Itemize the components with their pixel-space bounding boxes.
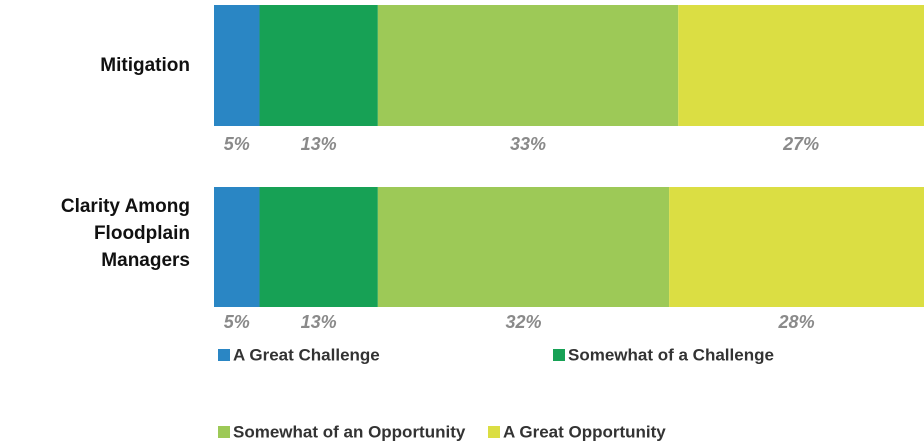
bar-segment — [214, 187, 260, 307]
bar-segment — [678, 5, 924, 126]
legend-swatch — [488, 426, 500, 438]
legend-label: Somewhat of a Challenge — [568, 345, 774, 364]
legend-swatch — [553, 349, 565, 361]
bar-segment — [377, 187, 670, 307]
category-label: Clarity Among Floodplain Managers — [60, 196, 190, 271]
bar-segment — [259, 187, 378, 307]
value-label: 27% — [782, 134, 819, 154]
value-label: 13% — [301, 312, 337, 332]
bar-segment — [259, 5, 378, 126]
value-label: 28% — [778, 312, 815, 332]
value-label: 33% — [510, 134, 546, 154]
legend-swatch — [218, 349, 230, 361]
legend-label: A Great Challenge — [233, 345, 380, 364]
value-label: 13% — [301, 134, 337, 154]
bar-segment — [377, 5, 679, 126]
bar-segment — [669, 187, 924, 307]
legend-swatch — [218, 426, 230, 438]
value-label: 32% — [505, 312, 541, 332]
legend-label: Somewhat of an Opportunity — [233, 422, 466, 441]
category-label: Mitigation — [100, 55, 190, 76]
value-label: 5% — [224, 312, 250, 332]
value-label: 5% — [224, 134, 250, 154]
bar-segment — [214, 5, 260, 126]
legend-label: A Great Opportunity — [503, 422, 666, 441]
